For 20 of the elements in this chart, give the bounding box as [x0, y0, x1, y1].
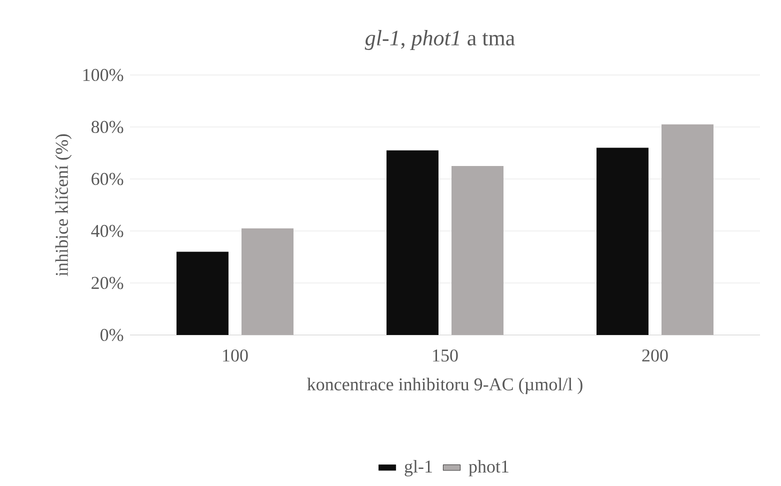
y-tick-label: 100% [83, 68, 124, 82]
x-tick-label: 100 [223, 349, 248, 362]
y-tick-label: 80% [92, 120, 124, 134]
y-tick-label: 20% [92, 276, 124, 290]
bar [176, 252, 229, 335]
y-tick-label: 0% [100, 328, 124, 342]
bar [662, 124, 714, 335]
x-axis-title: koncentrace inhibitoru 9-AC (µmol/l ) [307, 378, 582, 394]
bar [242, 228, 294, 335]
bar [386, 150, 438, 335]
legend-label: gl-1 [404, 460, 432, 476]
y-tick-label: 60% [92, 172, 124, 186]
chart-title: gl-1, phot1 a tma [364, 30, 515, 50]
y-tick-label: 40% [91, 224, 124, 238]
y-axis-title: inhibice klíčení (%) [55, 134, 72, 276]
bar [596, 148, 648, 335]
bar [452, 166, 504, 335]
x-tick-label: 150 [433, 349, 458, 362]
legend-label: phot1 [468, 460, 508, 476]
x-tick-label: 200 [642, 349, 668, 362]
